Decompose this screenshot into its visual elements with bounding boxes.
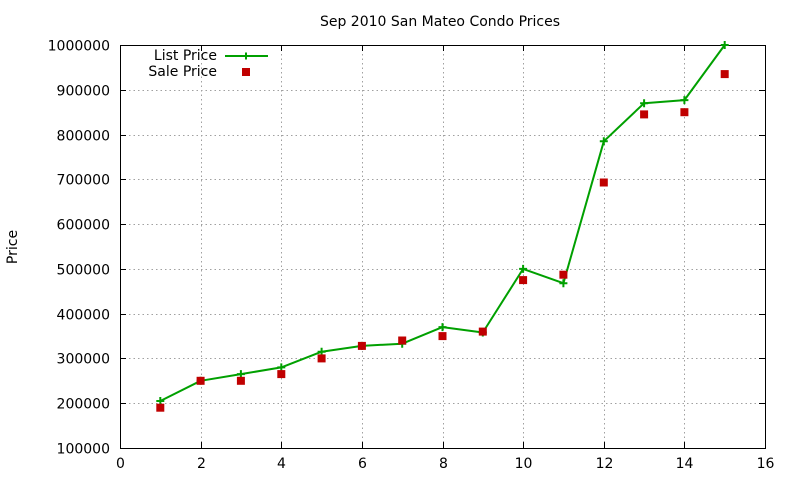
y-tick-label: 300000 — [57, 352, 110, 368]
x-tick-label: 2 — [197, 456, 206, 472]
sale-price-point — [156, 403, 165, 412]
legend-label-sale-price: Sale Price — [148, 64, 217, 80]
y-tick-label: 500000 — [57, 263, 110, 279]
sale-price-point — [357, 341, 366, 350]
x-tick-label: 16 — [757, 456, 775, 472]
x-tick-label: 8 — [439, 456, 448, 472]
list-price-point — [640, 99, 649, 108]
sale-price-point — [599, 178, 608, 187]
legend-marker-list-price — [242, 52, 250, 60]
list-price-point — [599, 137, 608, 146]
grid — [120, 45, 765, 448]
list-price-point — [438, 323, 447, 332]
y-tick-label: 1000000 — [48, 39, 110, 55]
sale-price-point — [519, 276, 528, 285]
y-tick-label: 100000 — [57, 442, 110, 458]
sale-price-point — [398, 336, 407, 345]
sale-price-point — [277, 370, 286, 379]
list-price-point — [559, 279, 568, 288]
list-price-point — [156, 397, 165, 405]
sale-price-point — [236, 376, 245, 385]
chart-title: Sep 2010 San Mateo Condo Prices — [320, 14, 560, 30]
y-tick-label: 600000 — [57, 218, 110, 234]
x-tick-label: 0 — [116, 456, 125, 472]
y-tick-label: 800000 — [57, 129, 110, 145]
sale-price-point — [196, 376, 205, 385]
axis-ticks: 0 2 4 6 8 10 12 14 16 100000 200000 300000 400000 500… — [48, 39, 775, 473]
legend-label-list-price: List Price — [154, 48, 217, 64]
sale-price-point — [559, 270, 568, 279]
x-tick-label: 4 — [277, 456, 286, 472]
sale-price-point — [317, 354, 326, 363]
sale-price-point — [478, 327, 487, 336]
x-tick-label: 14 — [676, 456, 694, 472]
list-price-point — [277, 363, 286, 372]
sale-price-point — [680, 108, 689, 117]
sale-price-point — [438, 332, 447, 341]
y-tick-label: 400000 — [57, 308, 110, 324]
legend-marker-sale-price — [242, 68, 250, 76]
x-tick-label: 6 — [358, 456, 367, 472]
sale-price-point — [720, 70, 729, 79]
y-tick-label: 900000 — [57, 84, 110, 100]
list-price-point — [680, 96, 689, 105]
list-price-point — [317, 347, 326, 356]
series — [156, 41, 729, 412]
y-axis-label: Price — [5, 230, 21, 264]
list-price-point — [720, 41, 729, 49]
list-price-point — [519, 264, 528, 273]
x-tick-label: 12 — [596, 456, 614, 472]
list-price-line — [159, 44, 726, 402]
legend: List Price Sale Price — [148, 48, 268, 80]
x-tick-label: 10 — [515, 456, 533, 472]
y-tick-label: 700000 — [57, 173, 110, 189]
sale-price-point — [640, 110, 649, 119]
list-price-point — [236, 370, 245, 379]
y-tick-label: 200000 — [57, 397, 110, 413]
